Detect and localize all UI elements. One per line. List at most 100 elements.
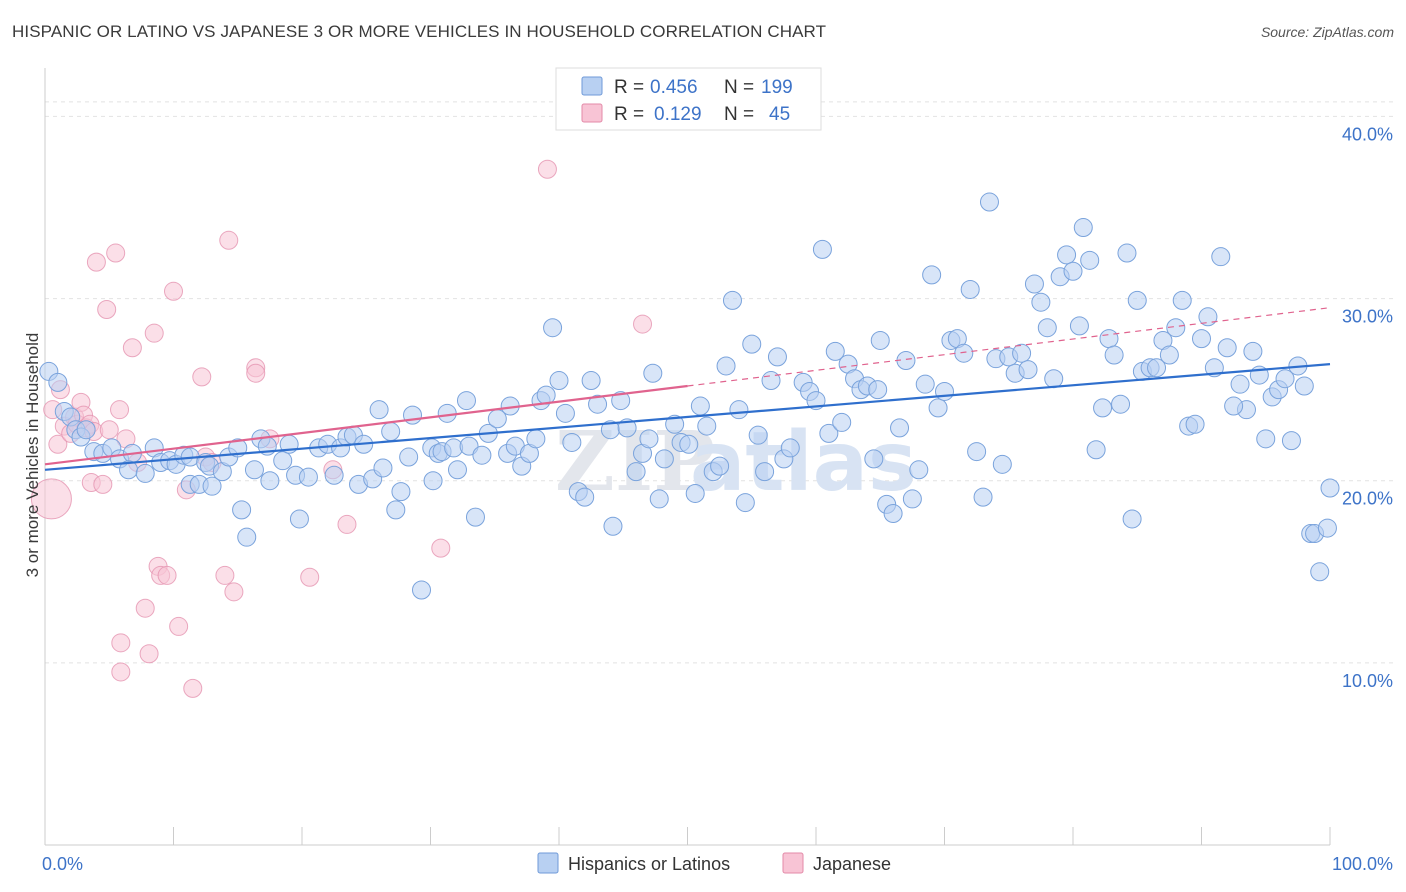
y-tick-label-30: 30.0% (1342, 307, 1393, 327)
hispanic-point-53 (399, 447, 419, 467)
legend-swatch-hispanic (581, 76, 603, 96)
hispanic-point-33 (260, 471, 280, 491)
hispanic-point-111 (780, 438, 800, 458)
japanese-point-49 (111, 662, 131, 682)
hispanic-point-141 (979, 192, 999, 212)
legend-n-value-hispanic: 199 (761, 77, 793, 98)
hispanic-point-82 (588, 394, 608, 414)
japanese-point-21 (122, 338, 142, 358)
legend-n-label-hispanic: N = (724, 77, 754, 98)
y-tick-label-20: 20.0% (1342, 489, 1393, 509)
hispanic-point-29 (237, 527, 257, 547)
hispanic-point-102 (722, 290, 742, 310)
hispanic-point-28 (232, 500, 252, 520)
series-legend-label-japanese: Japanese (813, 854, 891, 874)
hispanic-point-175 (1192, 329, 1211, 349)
japanese-point-30 (169, 616, 189, 636)
hispanic-point-146 (1012, 343, 1032, 363)
japanese-point-45 (431, 538, 451, 558)
hispanic-point-129 (902, 489, 922, 509)
japanese-point-14 (86, 252, 106, 272)
hispanic-point-165 (1127, 290, 1147, 310)
hispanic-point-62 (456, 391, 476, 411)
hispanic-point-153 (1057, 245, 1077, 265)
hispanic-point-77 (555, 403, 575, 423)
hispanic-point-148 (1024, 274, 1044, 294)
hispanic-point-187 (1275, 369, 1295, 389)
hispanic-point-78 (562, 432, 582, 452)
japanese-point-18 (106, 243, 126, 263)
hispanic-point-190 (1294, 376, 1314, 396)
hispanic-point-116 (819, 423, 839, 443)
japanese-point-0 (30, 478, 72, 520)
hispanic-point-199 (423, 471, 443, 491)
hispanic-point-138 (960, 279, 980, 299)
japanese-point-29 (164, 281, 183, 301)
hispanic-point-76 (549, 371, 569, 391)
japanese-point-42 (300, 567, 320, 587)
hispanic-point-132 (922, 265, 942, 285)
legend-r-label-hispanic: R = (614, 77, 644, 98)
hispanic-point-170 (1159, 345, 1179, 365)
hispanic-point-87 (626, 462, 646, 482)
hispanic-point-171 (1166, 318, 1186, 338)
series-legend-swatch-japanese (782, 852, 804, 874)
hispanic-point-180 (1230, 374, 1250, 394)
hispanic-point-154 (1063, 261, 1083, 281)
hispanic-point-106 (748, 425, 768, 445)
hispanic-point-91 (649, 489, 669, 509)
hispanic-point-127 (890, 418, 910, 438)
japanese-point-2 (48, 434, 68, 454)
y-tick-label-10: 10.0% (1342, 671, 1393, 691)
hispanic-point-174 (1185, 414, 1205, 434)
legend-r-value-japanese: 0.129 (654, 104, 702, 125)
hispanic-point-104 (735, 493, 755, 513)
japanese-point-16 (97, 300, 117, 319)
hispanic-point-96 (685, 483, 705, 503)
hispanic-point-140 (973, 487, 993, 507)
legend-r-value-hispanic: 0.456 (650, 77, 698, 98)
hispanic-point-101 (716, 356, 736, 376)
y-tick-label-40: 40.0% (1342, 124, 1393, 144)
hispanic-point-1 (48, 372, 68, 392)
hispanic-point-134 (935, 381, 954, 401)
hispanic-point-188 (1281, 431, 1301, 451)
japanese-point-32 (183, 678, 203, 698)
hispanic-point-72 (526, 429, 546, 449)
hispanic-point-81 (581, 371, 601, 391)
legend-swatch-japanese (581, 103, 603, 123)
hispanic-point-75 (543, 318, 563, 338)
japanese-trendline-extension (687, 307, 1331, 387)
japanese-point-17 (99, 420, 119, 440)
hispanic-point-164 (1122, 509, 1142, 529)
hispanic-point-147 (1018, 360, 1038, 380)
hispanic-point-95 (679, 434, 699, 454)
series-legend-label-hispanic: Hispanics or Latinos (568, 854, 730, 874)
hispanic-point-179 (1217, 338, 1237, 358)
hispanic-point-193 (1310, 562, 1330, 582)
source-credit: Source: ZipAtlas.com (1260, 24, 1394, 40)
japanese-point-47 (633, 314, 653, 334)
japanese-point-46 (537, 159, 557, 179)
legend-n-label-japanese: N = (724, 104, 754, 125)
hispanic-point-89 (639, 429, 659, 449)
hispanic-point-118 (832, 412, 852, 432)
gridlines (45, 101, 1395, 664)
x-tick-label-min: 0.0% (42, 854, 83, 874)
hispanic-point-54 (403, 405, 423, 425)
hispanic-point-143 (992, 454, 1012, 474)
x-tick-labels: 0.0% 100.0% (42, 854, 1393, 874)
series-legend-swatch-hispanic (537, 852, 559, 874)
hispanic-point-156 (1073, 218, 1093, 238)
hispanic-point-64 (465, 507, 485, 527)
hispanic-point-97 (690, 396, 710, 416)
hispanic-point-41 (324, 465, 344, 485)
legend-r-label-japanese: R = (614, 104, 644, 125)
hispanic-point-103 (729, 400, 749, 420)
japanese-point-40 (246, 363, 266, 383)
hispanic-point-27 (228, 438, 248, 458)
japanese-point-36 (215, 565, 235, 585)
hispanic-point-90 (643, 363, 663, 383)
japanese-point-15 (93, 474, 113, 494)
